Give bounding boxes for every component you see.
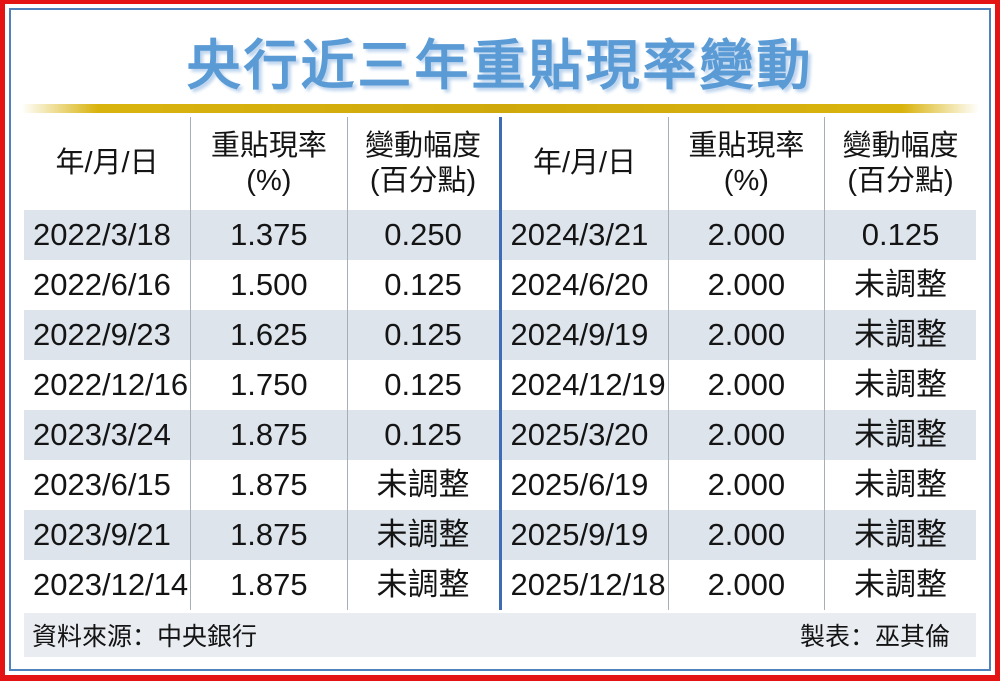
rate-cell: 1.875	[190, 510, 347, 560]
date-cell: 2025/12/18	[510, 567, 666, 603]
header-rate-line2: (%)	[723, 164, 769, 197]
table-row: 2023/9/21 1.875 未調整	[24, 510, 499, 560]
date-cell: 2022/3/18	[33, 217, 171, 253]
table-left-header-row: 年/月/日 重貼現率 (%) 變動幅度 (百分點)	[24, 117, 499, 210]
change-cell: 0.125	[346, 360, 499, 410]
table-row: 2022/3/18 1.375 0.250	[24, 210, 499, 260]
rate-cell: 1.375	[190, 210, 347, 260]
header-rate: 重貼現率 (%)	[667, 117, 825, 210]
table-row: 2025/3/20 2.000 未調整	[501, 410, 976, 460]
change-cell: 未調整	[824, 310, 976, 360]
date-cell: 2022/12/16	[33, 367, 189, 403]
date-cell: 2025/9/19	[510, 517, 649, 553]
table-row: 2023/3/24 1.875 0.125	[24, 410, 499, 460]
header-rate-line1: 重貼現率	[688, 129, 805, 162]
change-cell: 未調整	[824, 360, 976, 410]
tbody-left: 2022/3/18 1.375 0.250 2022/6/16 1.500 0.125 20…	[24, 210, 499, 610]
header-rate-line2: (%)	[246, 164, 292, 197]
table-right-header-row: 年/月/日 重貼現率 (%) 變動幅度 (百分點)	[501, 117, 976, 210]
rate-cell: 2.000	[667, 460, 825, 510]
date-cell: 2025/3/20	[510, 417, 649, 453]
table-right: 年/月/日 重貼現率 (%) 變動幅度 (百分點) 2024/3/21 2.000…	[501, 117, 976, 610]
rate-tables: 年/月/日 重貼現率 (%) 變動幅度 (百分點) 2022/3/18 1.375…	[24, 117, 976, 610]
date-cell: 2022/6/16	[33, 267, 171, 303]
table-row: 2022/12/16 1.750 0.125	[24, 360, 499, 410]
inner-frame: 央行近三年重貼現率變動 年/月/日 重貼現率 (%) 變動幅度 (百分點)	[9, 8, 991, 671]
date-cell: 2022/9/23	[33, 317, 171, 353]
date-cell: 2023/12/14	[33, 567, 189, 603]
gold-divider-bar	[21, 104, 979, 113]
table-center-divider	[498, 117, 502, 610]
table-row: 2024/9/19 2.000 未調整	[501, 310, 976, 360]
credit-note: 製表：巫其倫	[799, 623, 950, 651]
change-cell: 未調整	[824, 510, 976, 560]
header-change: 變動幅度 (百分點)	[346, 117, 499, 210]
table-row: 2022/9/23 1.625 0.125	[24, 310, 499, 360]
change-cell: 未調整	[346, 460, 499, 510]
table-row: 2025/6/19 2.000 未調整	[501, 460, 976, 510]
header-change-line1: 變動幅度	[842, 129, 959, 162]
change-cell: 0.125	[824, 210, 976, 260]
rate-cell: 1.875	[190, 410, 347, 460]
change-cell: 未調整	[824, 410, 976, 460]
change-cell: 0.125	[346, 260, 499, 310]
date-cell: 2024/12/19	[510, 367, 666, 403]
rate-cell: 2.000	[667, 560, 825, 610]
rate-cell: 2.000	[667, 260, 825, 310]
change-cell: 0.250	[346, 210, 499, 260]
change-cell: 未調整	[824, 460, 976, 510]
date-cell: 2023/6/15	[33, 467, 171, 503]
table-row: 2024/6/20 2.000 未調整	[501, 260, 976, 310]
date-cell: 2023/3/24	[33, 417, 171, 453]
change-cell: 0.125	[346, 410, 499, 460]
rate-cell: 1.875	[190, 460, 347, 510]
change-cell: 未調整	[824, 560, 976, 610]
table-row: 2023/6/15 1.875 未調整	[24, 460, 499, 510]
rate-cell: 2.000	[667, 210, 825, 260]
header-date: 年/月/日	[24, 117, 190, 210]
table-left: 年/月/日 重貼現率 (%) 變動幅度 (百分點) 2022/3/18 1.375…	[24, 117, 499, 610]
table-row: 2023/12/14 1.875 未調整	[24, 560, 499, 610]
table-row: 2025/12/18 2.000 未調整	[501, 560, 976, 610]
date-cell: 2024/9/19	[510, 317, 649, 353]
page-title: 央行近三年重貼現率變動	[186, 35, 814, 96]
rate-cell: 2.000	[667, 310, 825, 360]
rate-cell: 1.875	[190, 560, 347, 610]
page-frame: 央行近三年重貼現率變動 年/月/日 重貼現率 (%) 變動幅度 (百分點)	[5, 4, 995, 675]
header-change-line2: (百分點)	[369, 164, 477, 197]
change-cell: 未調整	[346, 560, 499, 610]
table-row: 2024/3/21 2.000 0.125	[501, 210, 976, 260]
change-cell: 0.125	[346, 310, 499, 360]
rate-cell: 2.000	[667, 410, 825, 460]
rate-cell: 1.750	[190, 360, 347, 410]
header-rate: 重貼現率 (%)	[190, 117, 347, 210]
table-row: 2025/9/19 2.000 未調整	[501, 510, 976, 560]
rate-cell: 1.500	[190, 260, 347, 310]
rate-cell: 1.625	[190, 310, 347, 360]
source-note: 資料來源：中央銀行	[32, 623, 258, 651]
header-change: 變動幅度 (百分點)	[824, 117, 976, 210]
footer-bar: 資料來源：中央銀行 製表：巫其倫	[24, 613, 976, 657]
change-cell: 未調整	[824, 260, 976, 310]
rate-cell: 2.000	[667, 510, 825, 560]
date-cell: 2025/6/19	[510, 467, 649, 503]
change-cell: 未調整	[346, 510, 499, 560]
date-cell: 2024/6/20	[510, 267, 649, 303]
rate-cell: 2.000	[667, 360, 825, 410]
header-change-line1: 變動幅度	[365, 129, 482, 162]
header-date-label: 年/月/日	[532, 147, 637, 180]
table-row: 2024/12/19 2.000 未調整	[501, 360, 976, 410]
table-row: 2022/6/16 1.500 0.125	[24, 260, 499, 310]
header-rate-line1: 重貼現率	[210, 129, 327, 162]
tbody-right: 2024/3/21 2.000 0.125 2024/6/20 2.000 未調整 2024…	[501, 210, 976, 610]
header-date: 年/月/日	[502, 117, 668, 210]
date-cell: 2024/3/21	[510, 217, 649, 253]
date-cell: 2023/9/21	[33, 517, 171, 553]
header-change-line2: (百分點)	[847, 164, 954, 197]
header-date-label: 年/月/日	[55, 147, 159, 180]
